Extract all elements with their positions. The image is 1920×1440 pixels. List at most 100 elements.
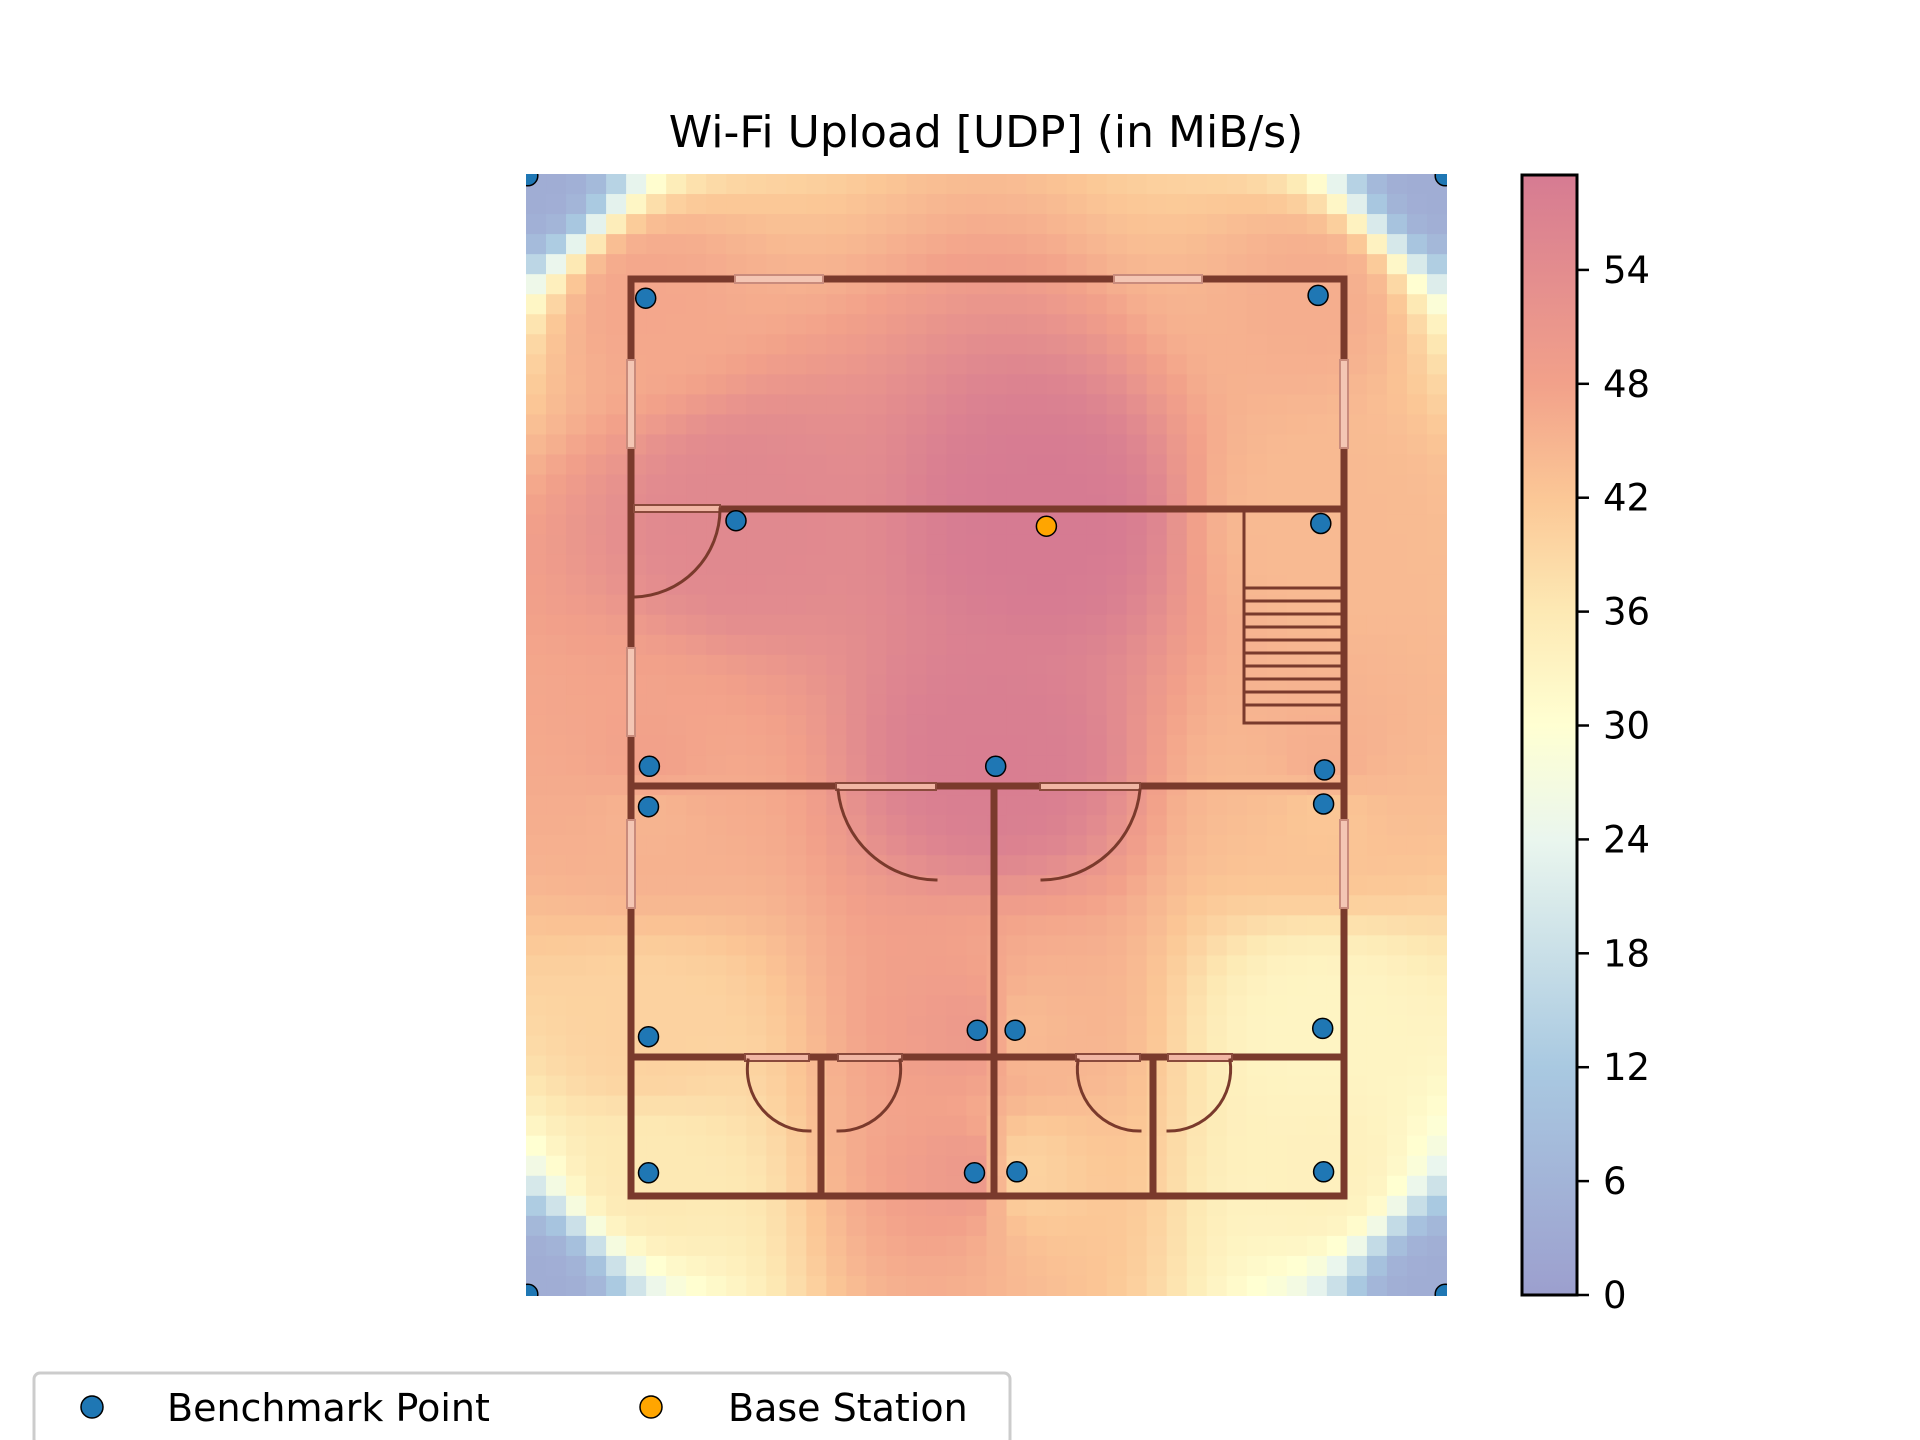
heatmap-cell [1006, 1035, 1028, 1057]
heatmap-cell [566, 1135, 587, 1157]
heatmap-cell [566, 1255, 587, 1277]
heatmap-cell [826, 294, 848, 316]
heatmap-cell [926, 574, 948, 596]
heatmap-cell [786, 374, 808, 396]
heatmap-cell [526, 674, 547, 696]
heatmap-cell [906, 674, 928, 696]
heatmap-cell [966, 1095, 988, 1117]
heatmap-cell [966, 735, 988, 756]
heatmap-cell [1166, 594, 1188, 616]
heatmap-cell [786, 194, 808, 215]
heatmap-cell [1386, 1255, 1408, 1277]
heatmap-cell [966, 674, 988, 696]
heatmap-cell [1266, 755, 1288, 776]
benchmark-point [1312, 1161, 1335, 1183]
heatmap-cell [746, 815, 768, 836]
heatmap-cell [1246, 875, 1268, 897]
heatmap-cell [866, 654, 888, 676]
heatmap-cell [1266, 895, 1288, 917]
heatmap-cell [1106, 294, 1128, 316]
heatmap-cell [1286, 1115, 1308, 1137]
heatmap-cell [1186, 1015, 1208, 1037]
heatmap-cell [646, 1195, 667, 1217]
heatmap-cell [966, 374, 988, 396]
heatmap-cell [1426, 254, 1447, 275]
heatmap-cell [1406, 374, 1428, 396]
heatmap-cell [1306, 334, 1328, 356]
heatmap-cell [986, 514, 1008, 536]
heatmap-cell [1086, 474, 1108, 496]
heatmap-cell [1346, 334, 1368, 356]
heatmap-cell [526, 915, 547, 937]
heatmap-cell [566, 434, 587, 456]
heatmap-cell [1026, 414, 1048, 436]
heatmap-cell [1226, 995, 1248, 1017]
heatmap-cell [1146, 194, 1168, 215]
heatmap-cell [866, 234, 888, 255]
heatmap-cell [666, 855, 687, 877]
heatmap-cell [1106, 634, 1128, 656]
heatmap-cell [1426, 274, 1447, 296]
heatmap-cell [1266, 1055, 1288, 1077]
heatmap-cell [1166, 1135, 1188, 1157]
heatmap-cell [1006, 755, 1028, 776]
heatmap-cell [1186, 1215, 1208, 1237]
heatmap-cell [546, 1235, 567, 1257]
heatmap-cell [566, 314, 587, 336]
heatmap-cell [1266, 955, 1288, 977]
heatmap-cell [1406, 254, 1428, 275]
heatmap-cell [826, 935, 848, 957]
heatmap-cell [1246, 314, 1268, 336]
heatmap-cell [906, 855, 928, 877]
heatmap-cell [666, 414, 687, 436]
heatmap-cell [1346, 174, 1368, 195]
heatmap-cell [1086, 614, 1108, 636]
heatmap-cell [1146, 755, 1168, 776]
heatmap-cell [526, 835, 547, 857]
heatmap-cell [766, 454, 788, 476]
heatmap-cell [586, 935, 607, 957]
heatmap-cell [786, 174, 808, 195]
heatmap-cell [826, 895, 848, 917]
heatmap-cell [1146, 815, 1168, 836]
heatmap-cell [826, 374, 848, 396]
heatmap-cell [1066, 314, 1088, 336]
heatmap-cell [1186, 574, 1208, 596]
heatmap-cell [1226, 454, 1248, 476]
heatmap-cell [606, 1015, 627, 1037]
heatmap-cell [1106, 314, 1128, 336]
heatmap-cell [786, 815, 808, 836]
heatmap-cell [1026, 755, 1048, 776]
heatmap-cell [1046, 454, 1068, 476]
heatmap-cell [1046, 795, 1068, 816]
heatmap-cell [1366, 935, 1388, 957]
heatmap-cell [1066, 254, 1088, 275]
heatmap-cell [1266, 915, 1288, 937]
heatmap-cell [546, 1255, 567, 1277]
heatmap-cell [1086, 895, 1108, 917]
heatmap-cell [1106, 915, 1128, 937]
heatmap-cell [586, 835, 607, 857]
heatmap-cell [846, 975, 868, 997]
heatmap-cell [1206, 694, 1228, 716]
heatmap-cell [586, 1055, 607, 1077]
heatmap-cell [786, 995, 808, 1017]
heatmap-cell [1386, 174, 1408, 195]
heatmap-cell [1166, 1075, 1188, 1097]
heatmap-cell [1026, 554, 1048, 576]
heatmap-cell [1226, 614, 1248, 636]
heatmap-cell [966, 975, 988, 997]
heatmap-cell [846, 294, 868, 316]
heatmap-cell [1226, 855, 1248, 877]
heatmap-cell [606, 935, 627, 957]
heatmap-cell [1046, 955, 1068, 977]
heatmap-cell [1226, 234, 1248, 255]
heatmap-cell [906, 1135, 928, 1157]
heatmap-cell [746, 1175, 768, 1197]
heatmap-cell [986, 194, 1008, 215]
heatmap-cell [1306, 214, 1328, 235]
heatmap-cell [1366, 214, 1388, 235]
heatmap-cell [1066, 634, 1088, 656]
heatmap-cell [1286, 1195, 1308, 1217]
heatmap-cell [566, 454, 587, 476]
